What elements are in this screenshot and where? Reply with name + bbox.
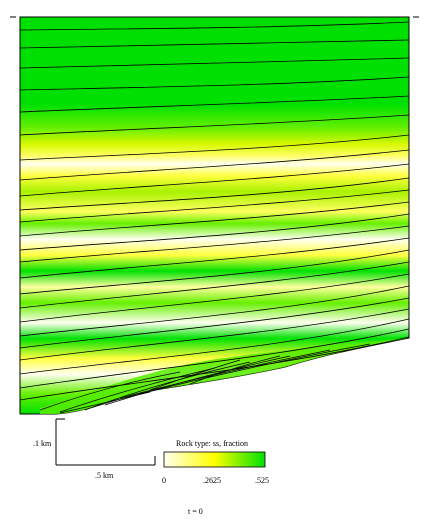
clinoform-line: [104, 355, 291, 406]
legend-tick-mid: .2625: [203, 476, 221, 485]
clinoform-line: [139, 343, 371, 395]
layer-boundary: [19, 134, 410, 161]
layer-boundary: [19, 114, 410, 136]
clinoform-lines: [39, 343, 371, 414]
layer-boundary: [19, 189, 410, 223]
layer-boundary: [19, 261, 410, 309]
layer-boundary: [19, 237, 410, 279]
layer-boundary: [19, 213, 410, 251]
stratigraphic-lines: [19, 21, 410, 401]
legend-tick-min: 0: [162, 476, 166, 485]
vertical-scale-label: .1 km: [33, 439, 52, 448]
layer-boundary: [19, 328, 410, 389]
horizontal-scale-label: .5 km: [95, 471, 114, 480]
clinoform-line: [59, 391, 151, 414]
layer-boundary: [19, 39, 410, 49]
layer-boundary: [19, 21, 410, 31]
clinoform-line: [39, 371, 181, 411]
legend-title: Rock type: ss, fraction: [176, 439, 248, 448]
legend-color-bar: [163, 451, 266, 468]
layer-boundary: [19, 201, 410, 237]
layer-boundary: [19, 177, 410, 211]
layer-boundary: [19, 273, 410, 323]
layer-boundary: [19, 225, 410, 263]
layer-boundary: [19, 308, 410, 361]
layer-boundary: [19, 297, 410, 349]
layer-boundary: [19, 57, 410, 69]
clinoform-line: [119, 349, 331, 399]
layer-boundary: [19, 76, 410, 91]
layer-boundary: [19, 285, 410, 337]
legend-tick-max: .525: [255, 476, 269, 485]
layer-boundary: [19, 163, 410, 197]
layer-boundary: [19, 95, 410, 113]
section-fill: [19, 16, 410, 415]
clinoform-line: [59, 367, 216, 413]
layer-boundary: [19, 336, 410, 401]
clinoform-line: [149, 359, 241, 391]
time-label: t = 0: [188, 507, 203, 516]
layer-boundary: [19, 318, 410, 375]
layer-boundary: [19, 249, 410, 295]
layer-boundary: [19, 149, 410, 181]
clinoform-line: [189, 355, 281, 385]
